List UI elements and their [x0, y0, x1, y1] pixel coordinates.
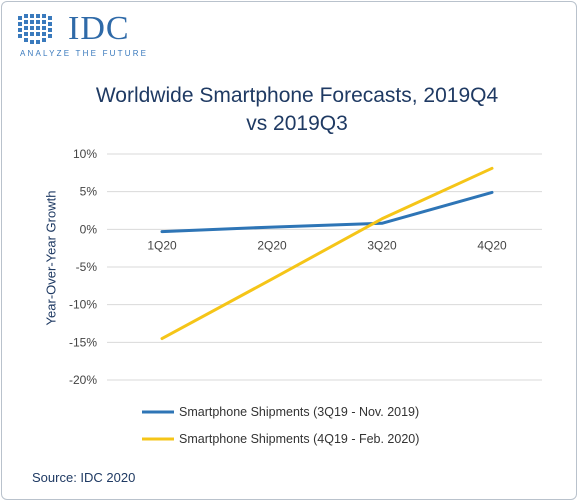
y-tick-label: 5%: [80, 185, 98, 199]
x-tick-label: 4Q20: [477, 238, 507, 252]
y-tick-label: 0%: [80, 222, 98, 236]
idc-wordmark: IDC: [68, 10, 130, 47]
series-line-1: [160, 190, 494, 234]
y-tick-label: -15%: [69, 335, 97, 349]
legend-label-2: Smartphone Shipments (4Q19 - Feb. 2020): [179, 432, 419, 446]
source-note: Source: IDC 2020: [32, 470, 136, 485]
chart-title: Worldwide Smartphone Forecasts, 2019Q4 v…: [62, 82, 532, 138]
y-tick-label: -10%: [69, 298, 97, 312]
chart-title-line-2: vs 2019Q3: [246, 112, 348, 135]
legend-label-1: Smartphone Shipments (3Q19 - Nov. 2019): [179, 405, 419, 419]
x-tick-label: 1Q20: [147, 238, 177, 252]
y-tick-label: -5%: [76, 260, 98, 274]
x-tick-label: 2Q20: [257, 238, 287, 252]
idc-tagline: ANALYZE THE FUTURE: [20, 49, 149, 58]
y-tick-label: -20%: [69, 373, 97, 387]
idc-globe-logo-icon: [18, 14, 52, 44]
series-line-2: [160, 166, 494, 341]
chart-title-line-1: Worldwide Smartphone Forecasts, 2019Q4: [95, 84, 499, 107]
y-tick-label: 10%: [73, 147, 97, 161]
x-tick-label: 3Q20: [367, 238, 397, 252]
